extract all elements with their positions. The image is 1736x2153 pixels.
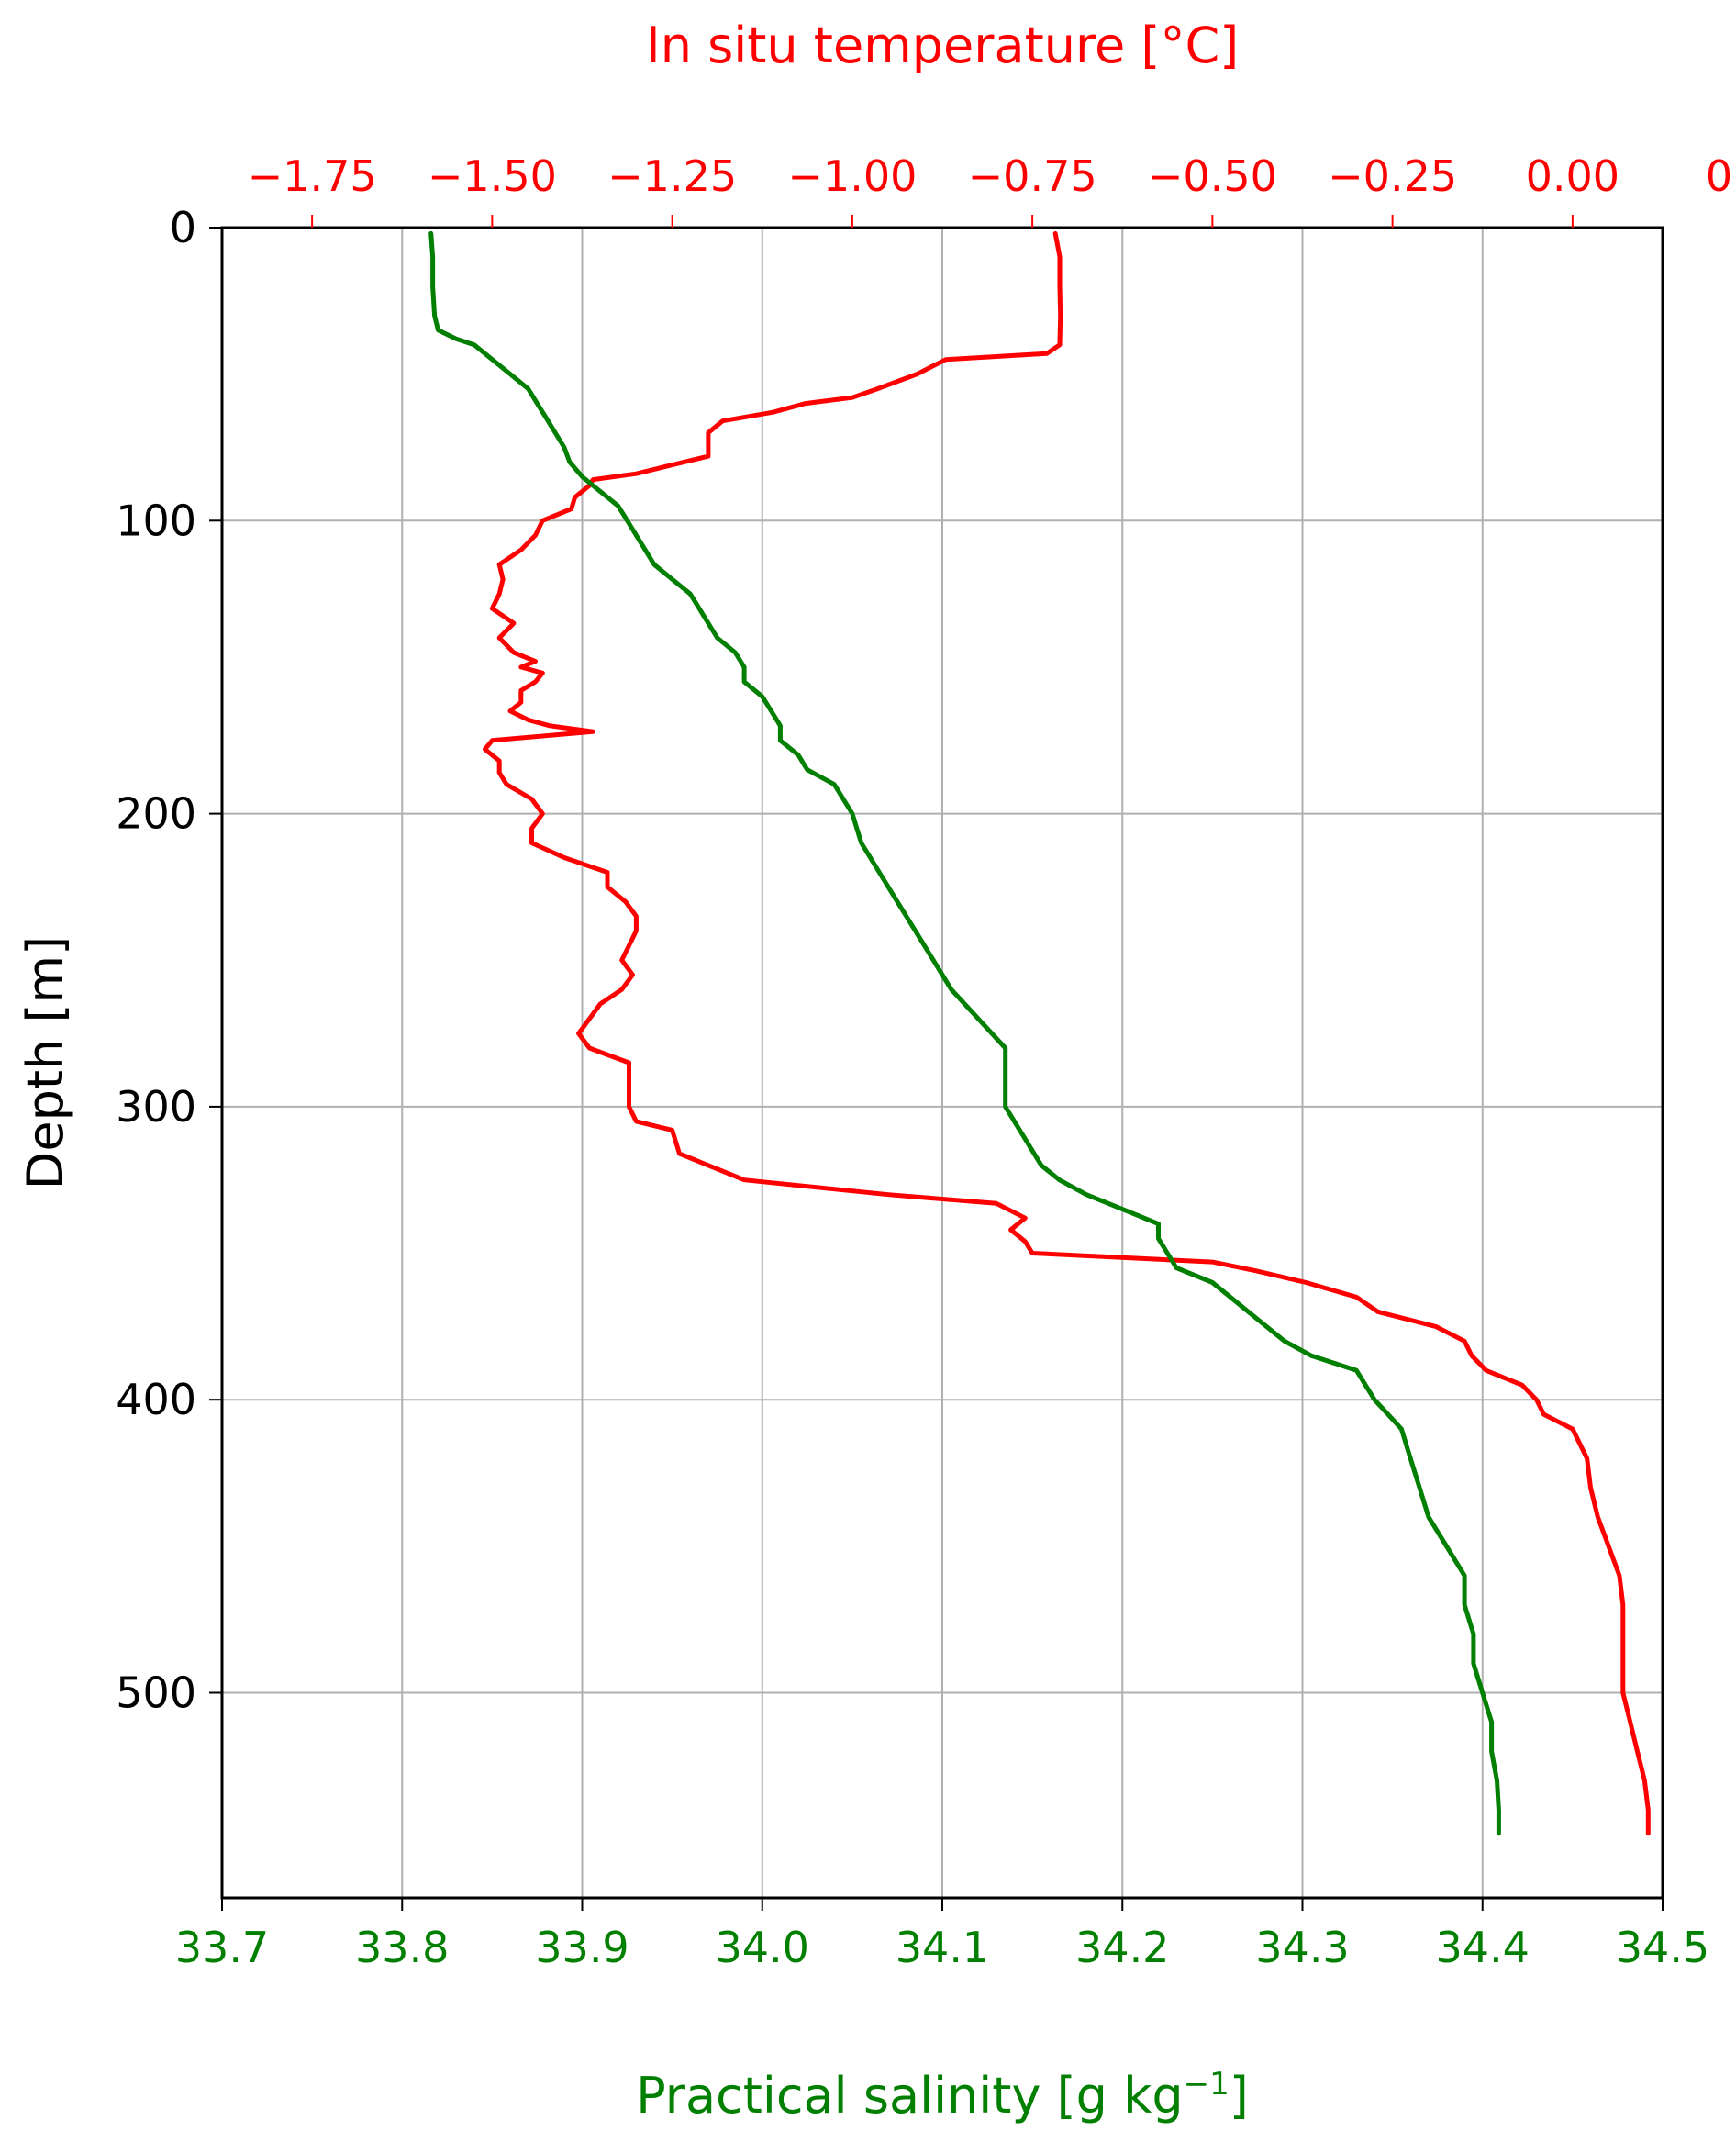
top-tick-label: −1.75 xyxy=(248,151,377,201)
top-tick-label: 0.00 xyxy=(1526,151,1619,201)
left-tick-label: 100 xyxy=(116,496,196,545)
bottom-tick-label: 33.8 xyxy=(355,1923,449,1972)
bottom-axis-title-suffix: ] xyxy=(1230,2067,1249,2125)
bottom-tick-label: 33.7 xyxy=(175,1923,269,1972)
top-tick-label: −1.50 xyxy=(428,151,557,201)
left-tick-label: 200 xyxy=(116,789,196,839)
top-tick-label: −1.25 xyxy=(607,151,737,201)
left-axis-title: Depth [m] xyxy=(17,936,74,1189)
series-layer xyxy=(428,230,1651,1836)
temperature-series-line xyxy=(483,230,1651,1836)
bottom-axis-title-main: Practical salinity [g kg xyxy=(636,2067,1184,2125)
bottom-tick-label: 34.5 xyxy=(1616,1923,1709,1972)
top-tick-label: −0.75 xyxy=(968,151,1097,201)
bottom-tick-label: 34.4 xyxy=(1436,1923,1530,1972)
bottom-tick-label: 33.9 xyxy=(535,1923,629,1972)
top-axis-title: In situ temperature [°C] xyxy=(646,17,1239,74)
grid xyxy=(221,227,1664,1898)
bottom-axis-title: Practical salinity [g kg−1] xyxy=(636,2066,1249,2125)
bottom-tick-label: 34.2 xyxy=(1075,1923,1169,1972)
salinity-series-line xyxy=(428,230,1501,1836)
bottom-tick-label: 34.3 xyxy=(1255,1923,1349,1972)
left-tick-label: 400 xyxy=(116,1375,196,1424)
top-tick-label: −0.50 xyxy=(1148,151,1277,201)
top-tick-label: −0.25 xyxy=(1328,151,1457,201)
bottom-tick-label: 34.0 xyxy=(716,1923,809,1972)
bottom-tick-label: 34.1 xyxy=(896,1923,989,1972)
top-tick-label: 0.25 xyxy=(1706,151,1736,201)
left-tick-label: 500 xyxy=(116,1668,196,1717)
left-tick-label: 300 xyxy=(116,1082,196,1132)
bottom-axis-title-superscript: −1 xyxy=(1184,2066,1230,2103)
left-tick-label: 0 xyxy=(170,203,196,252)
top-tick-label: −1.00 xyxy=(787,151,917,201)
ticks: 33.7 33.8 33.9 34.0 34.1 34.2 34.3 34.4 34.5 −1.7… xyxy=(116,151,1736,1972)
